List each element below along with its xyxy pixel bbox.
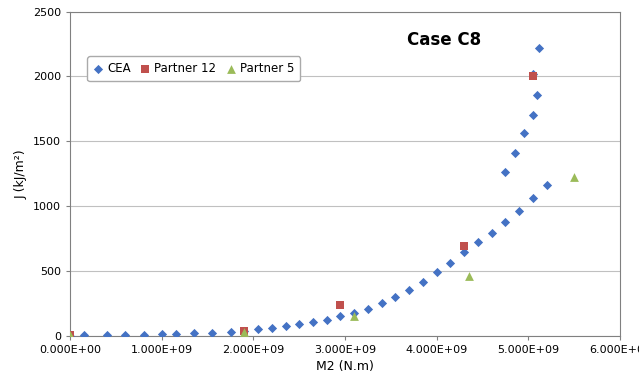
CEA [139, 332, 149, 338]
Partner 5 [569, 174, 579, 180]
CEA [514, 208, 524, 214]
CEA [541, 182, 551, 188]
Y-axis label: J (kJ/m²): J (kJ/m²) [15, 149, 27, 198]
CEA [349, 310, 359, 316]
CEA [266, 325, 277, 331]
CEA [171, 331, 181, 337]
CEA [226, 329, 236, 335]
CEA [321, 317, 332, 323]
CEA [239, 328, 249, 334]
CEA [376, 300, 387, 306]
CEA [532, 91, 543, 98]
Partner 5 [239, 329, 249, 335]
Partner 12 [65, 332, 75, 339]
CEA [157, 331, 167, 337]
CEA [500, 218, 511, 225]
CEA [120, 332, 130, 338]
CEA [459, 249, 469, 255]
Partner 12 [459, 242, 469, 249]
CEA [294, 321, 304, 327]
CEA [65, 332, 75, 339]
Partner 5 [65, 332, 75, 338]
CEA [528, 195, 538, 201]
CEA [500, 169, 511, 176]
CEA [518, 130, 528, 137]
CEA [445, 259, 456, 266]
CEA [102, 332, 112, 338]
Legend: CEA, Partner 12, Partner 5: CEA, Partner 12, Partner 5 [87, 56, 300, 81]
CEA [308, 319, 318, 325]
CEA [431, 269, 442, 275]
Partner 5 [463, 273, 473, 279]
Partner 12 [335, 302, 346, 308]
CEA [473, 239, 483, 245]
CEA [534, 45, 544, 51]
CEA [509, 150, 520, 156]
CEA [79, 332, 89, 339]
CEA [363, 305, 373, 312]
CEA [281, 323, 291, 329]
CEA [390, 294, 401, 300]
CEA [335, 313, 346, 320]
CEA [418, 279, 428, 285]
Partner 12 [528, 73, 538, 80]
CEA [189, 330, 199, 336]
CEA [528, 112, 538, 119]
Partner 12 [239, 328, 249, 334]
CEA [207, 330, 217, 336]
Text: Case C8: Case C8 [407, 31, 481, 49]
CEA [528, 71, 538, 77]
Partner 5 [349, 313, 359, 319]
CEA [253, 326, 263, 332]
CEA [486, 230, 497, 236]
X-axis label: M2 (N.m): M2 (N.m) [316, 361, 374, 373]
CEA [404, 287, 414, 293]
